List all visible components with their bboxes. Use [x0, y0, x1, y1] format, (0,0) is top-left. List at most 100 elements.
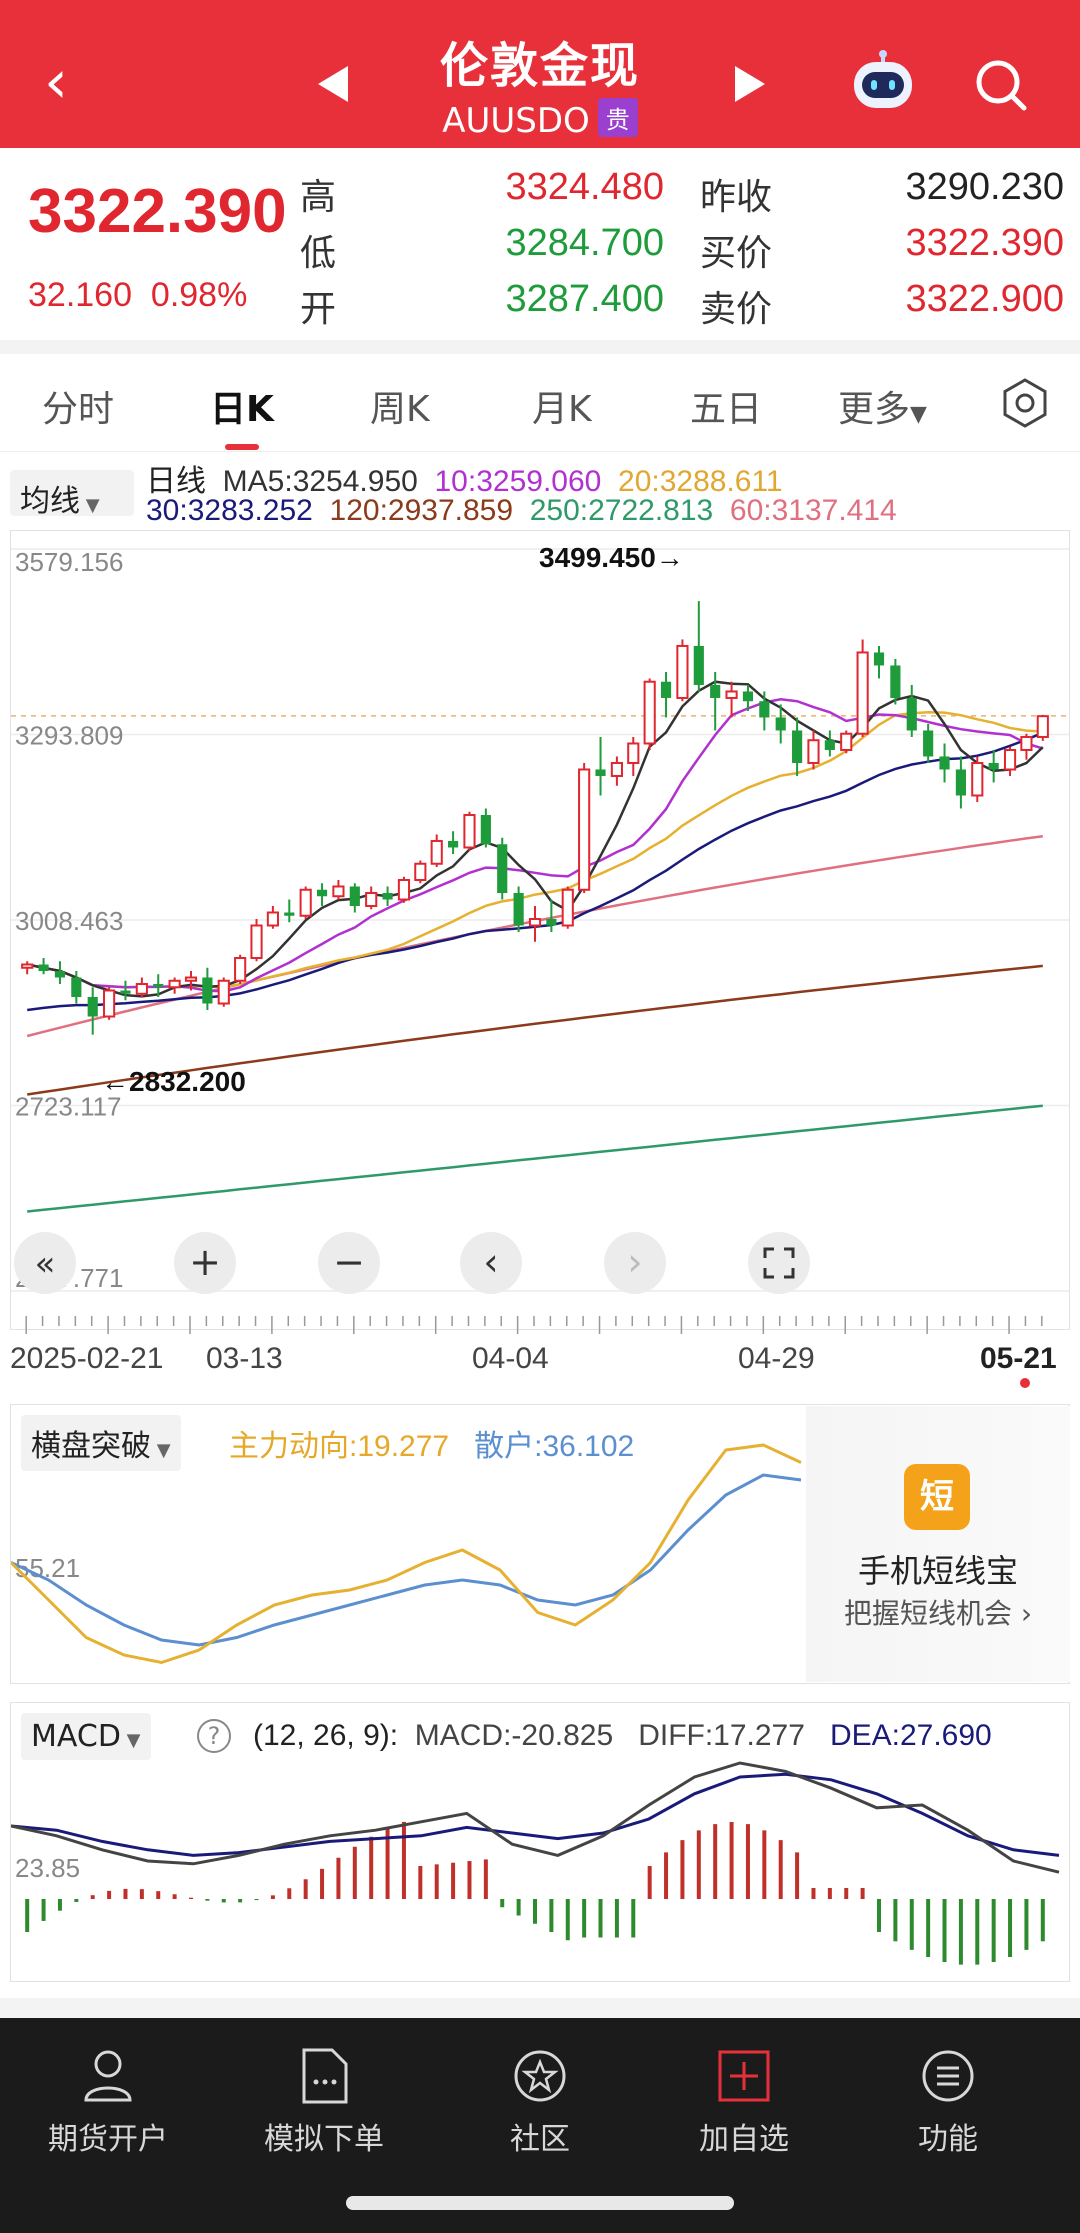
zoom-out-button[interactable]: − — [318, 1232, 380, 1294]
macd-selector[interactable]: MACD ▼ — [21, 1713, 151, 1760]
candle — [103, 987, 116, 1020]
date-label-start: 2025-02-21 — [10, 1342, 164, 1375]
active-tab-indicator — [225, 444, 259, 450]
candle — [38, 958, 49, 975]
candle — [725, 681, 738, 718]
candle — [528, 905, 542, 942]
prev-symbol-icon[interactable] — [318, 66, 348, 102]
divider — [0, 1998, 1080, 2018]
candle — [856, 639, 869, 737]
candle — [120, 980, 131, 1001]
tab-daily-k[interactable]: 日K — [210, 389, 274, 430]
candle — [397, 876, 411, 903]
change-value: 32.160 — [28, 276, 132, 314]
ma5-value: MA5:3254.950 — [222, 465, 418, 498]
nav-label: 加自选 — [699, 2122, 789, 2157]
open-value: 3287.400 — [505, 278, 665, 320]
nav-label: 功能 — [918, 2122, 978, 2157]
zoom-in-button[interactable]: + — [174, 1232, 236, 1294]
tab-more[interactable]: 更多▼ — [838, 380, 927, 432]
candle — [463, 811, 476, 851]
scroll-right-button[interactable]: › — [604, 1232, 666, 1294]
tab-intraday[interactable]: 分时 — [42, 389, 115, 430]
candle — [430, 834, 443, 867]
fullscreen-icon — [763, 1247, 795, 1279]
ma5-line — [26, 680, 1044, 998]
candle — [1020, 733, 1033, 760]
open-label: 开 — [300, 289, 337, 330]
caret-down-icon: ▼ — [120, 1730, 141, 1751]
date-axis-ticks — [25, 1316, 1043, 1334]
date-label-end: 05-21 — [980, 1342, 1057, 1375]
candle — [299, 886, 312, 920]
ask-label: 卖价 — [700, 289, 773, 330]
nav-label: 期货开户 — [48, 2122, 168, 2157]
tab-monthly-k[interactable]: 月K — [532, 389, 592, 430]
macd-selector-label: MACD — [31, 1719, 121, 1754]
min-annotation: ←2832.200 — [101, 1066, 246, 1097]
symbol-code: AUUSDO — [442, 101, 590, 141]
candle — [923, 723, 934, 763]
candle — [135, 977, 148, 998]
macd-svg: 23.85 — [11, 1761, 1060, 1965]
candle — [840, 730, 853, 754]
candle — [365, 886, 378, 910]
retail-value: 散户:36.102 — [474, 1430, 635, 1463]
ask-value: 3322.900 — [905, 278, 1065, 320]
category-badge: 贵 — [597, 98, 638, 137]
prev-close-value: 3290.230 — [905, 166, 1065, 208]
ma30-line — [27, 731, 1044, 1012]
help-icon[interactable]: ? — [197, 1719, 231, 1753]
candle — [824, 730, 835, 757]
macd-panel[interactable]: 23.85 MACD ▼ ? (12, 26, 9): MACD:-20.825… — [10, 1702, 1070, 1982]
candle — [775, 704, 786, 744]
candle — [676, 639, 689, 702]
y-tick-label: 3579.156 — [15, 547, 123, 577]
robot-assistant-icon[interactable] — [850, 50, 916, 112]
next-symbol-icon[interactable] — [735, 66, 765, 102]
bid-label: 买价 — [700, 233, 773, 274]
ma-selector[interactable]: 均线 ▼ — [10, 470, 134, 519]
nav-label: 社区 — [510, 2122, 570, 2157]
current-date-dot — [1020, 1378, 1030, 1388]
ma250-line — [27, 1104, 1043, 1213]
candle — [939, 743, 950, 783]
search-icon[interactable] — [972, 56, 1028, 112]
low-label: 低 — [300, 233, 337, 274]
candle — [448, 831, 459, 854]
tab-weekly-k[interactable]: 周K — [370, 389, 430, 430]
indicator-values: 主力动向:19.277 散户:36.102 — [229, 1421, 634, 1465]
home-indicator — [346, 2196, 734, 2210]
candle — [234, 954, 247, 985]
y-tick-label: 3293.809 — [15, 721, 123, 751]
tab-five-day[interactable]: 五日 — [690, 389, 763, 430]
top-bar: ‹ 伦敦金现 AUUSDO 贵 — [0, 0, 1080, 148]
kline-chart[interactable]: 3579.1563293.8093008.4632723.1172437.771… — [10, 530, 1070, 1330]
indicator-selector[interactable]: 横盘突破 ▼ — [21, 1415, 181, 1471]
candle — [971, 756, 984, 802]
page-title: 伦敦金现 — [439, 38, 640, 94]
quote-panel: 3322.390 32.160 0.98% 高 低 开 3324.480 328… — [0, 148, 1080, 340]
candle — [955, 756, 966, 809]
plus-box-icon — [718, 2050, 770, 2102]
macd-params: (12, 26, 9): — [253, 1719, 399, 1752]
candle — [578, 762, 591, 893]
candle — [153, 974, 164, 998]
candle — [561, 886, 574, 929]
ma20-line — [26, 711, 1043, 989]
candle — [627, 736, 640, 776]
back-icon[interactable]: ‹ — [44, 47, 68, 117]
macd-values: (12, 26, 9): MACD:-20.825 DIFF:17.277 DE… — [253, 1719, 992, 1753]
candle — [87, 987, 98, 1035]
dea-line — [11, 1772, 1060, 1857]
scroll-left-button[interactable]: ‹ — [460, 1232, 522, 1294]
short-term-icon: 短 — [904, 1464, 970, 1530]
candle — [807, 730, 820, 770]
promo-card[interactable]: 短 手机短线宝 把握短线机会 › — [806, 1406, 1070, 1682]
settings-icon[interactable] — [998, 376, 1052, 430]
fullscreen-button[interactable] — [748, 1232, 810, 1294]
candle — [349, 883, 360, 913]
rewind-button[interactable]: « — [14, 1232, 76, 1294]
candle — [660, 671, 672, 718]
promo-title: 手机短线宝 — [857, 1552, 1018, 1590]
